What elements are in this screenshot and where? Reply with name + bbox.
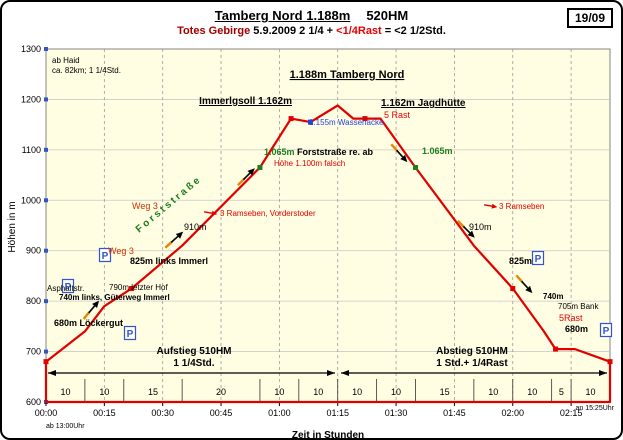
svg-text:1.065m Forststraße re. ab: 1.065m Forststraße re. ab — [264, 147, 374, 157]
svg-text:Aufstieg 510HM: Aufstieg 510HM — [156, 346, 231, 357]
svg-text:P: P — [65, 282, 72, 293]
page-title-suffix: 520HM — [366, 8, 409, 23]
svg-text:1000: 1000 — [21, 195, 41, 205]
svg-text:P: P — [127, 329, 134, 340]
svg-text:705m Bank: 705m Bank — [558, 302, 599, 311]
svg-text:an 15:25Uhr: an 15:25Uhr — [575, 405, 614, 412]
svg-text:02:00: 02:00 — [501, 408, 524, 418]
svg-text:910m: 910m — [469, 222, 492, 232]
svg-text:20: 20 — [216, 387, 226, 397]
svg-text:10: 10 — [391, 387, 401, 397]
svg-text:Höhen in m: Höhen in m — [7, 201, 18, 252]
svg-text:10: 10 — [60, 387, 70, 397]
svg-text:Immerlgsoll 1.162m: Immerlgsoll 1.162m — [199, 96, 292, 107]
svg-text:1.065m: 1.065m — [422, 146, 453, 156]
date-badge: 19/09 — [566, 8, 613, 28]
svg-text:1 Std.+ 1/4Rast: 1 Std.+ 1/4Rast — [436, 358, 508, 369]
svg-text:1.155m Wasserlacke: 1.155m Wasserlacke — [309, 118, 384, 127]
svg-text:1.162m Jagdhütte: 1.162m Jagdhütte — [381, 98, 466, 109]
svg-text:5Rast: 5Rast — [559, 313, 583, 323]
svg-text:10: 10 — [527, 387, 537, 397]
svg-text:5: 5 — [559, 387, 564, 397]
svg-text:Weg 3: Weg 3 — [108, 246, 134, 256]
svg-text:1300: 1300 — [21, 44, 41, 54]
svg-text:01:45: 01:45 — [443, 408, 466, 418]
svg-text:P: P — [603, 326, 610, 337]
svg-text:ab Haid: ab Haid — [52, 56, 80, 65]
svg-text:Höhe 1.100m falsch: Höhe 1.100m falsch — [274, 159, 345, 168]
svg-text:680m: 680m — [565, 324, 588, 334]
svg-text:10: 10 — [313, 387, 323, 397]
page-title: Tamberg Nord 1.188m — [214, 8, 351, 23]
elevation-chart: 600 700 800 900 1000 1100 1200 1300 00:00 00:15 00… — [7, 44, 615, 440]
svg-text:P: P — [102, 251, 109, 262]
svg-text:Asphaltstr.: Asphaltstr. — [47, 284, 84, 293]
svg-text:600: 600 — [26, 397, 41, 407]
svg-text:790m letzter Hof: 790m letzter Hof — [109, 283, 168, 292]
svg-text:00:00: 00:00 — [35, 408, 58, 418]
svg-text:15: 15 — [148, 387, 158, 397]
svg-text:700: 700 — [26, 347, 41, 357]
svg-text:00:30: 00:30 — [151, 408, 174, 418]
svg-text:ca. 82km; 1 1/4Std.: ca. 82km; 1 1/4Std. — [52, 66, 121, 75]
svg-text:Weg 3: Weg 3 — [132, 201, 158, 211]
svg-text:02:15: 02:15 — [560, 408, 583, 418]
svg-text:1.188m Tamberg Nord: 1.188m Tamberg Nord — [290, 69, 405, 81]
svg-text:01:00: 01:00 — [268, 408, 291, 418]
svg-text:825m links Immerl: 825m links Immerl — [130, 256, 208, 266]
svg-text:Abstieg 510HM: Abstieg 510HM — [436, 346, 508, 357]
svg-text:5 Rast: 5 Rast — [384, 110, 411, 120]
svg-text:10: 10 — [274, 387, 284, 397]
svg-text:1200: 1200 — [21, 94, 41, 104]
svg-text:825m: 825m — [509, 256, 532, 266]
svg-text:900: 900 — [26, 246, 41, 256]
svg-text:10: 10 — [586, 387, 596, 397]
svg-text:15: 15 — [440, 387, 450, 397]
svg-text:Zeit in Stunden: Zeit in Stunden — [292, 430, 364, 440]
svg-text:01:15: 01:15 — [326, 408, 349, 418]
svg-text:1100: 1100 — [22, 145, 41, 155]
svg-text:3 Ramseben, Vorderstoder: 3 Ramseben, Vorderstoder — [220, 209, 316, 218]
svg-text:ab 13:00Uhr: ab 13:00Uhr — [46, 423, 85, 430]
svg-text:P: P — [535, 254, 542, 265]
page-header: Tamberg Nord 1.188m 520HM — [2, 8, 621, 23]
svg-text:01:30: 01:30 — [385, 408, 408, 418]
svg-text:10: 10 — [352, 387, 362, 397]
svg-text:910m: 910m — [184, 222, 207, 232]
svg-text:00:15: 00:15 — [93, 408, 116, 418]
svg-text:740m links, Güterweg Immerl: 740m links, Güterweg Immerl — [59, 293, 170, 302]
svg-text:740m: 740m — [543, 292, 563, 301]
page-subtitle: Totes Gebirge 5.9.2009 2 1/4 + <1/4Rast … — [177, 25, 446, 37]
svg-text:10: 10 — [488, 387, 498, 397]
svg-text:00:45: 00:45 — [210, 408, 233, 418]
svg-text:1 1/4Std.: 1 1/4Std. — [173, 358, 214, 369]
svg-text:800: 800 — [26, 296, 41, 306]
svg-text:3 Ramseben: 3 Ramseben — [499, 202, 544, 211]
svg-text:680m Löckergut: 680m Löckergut — [54, 318, 123, 328]
svg-text:10: 10 — [99, 387, 109, 397]
